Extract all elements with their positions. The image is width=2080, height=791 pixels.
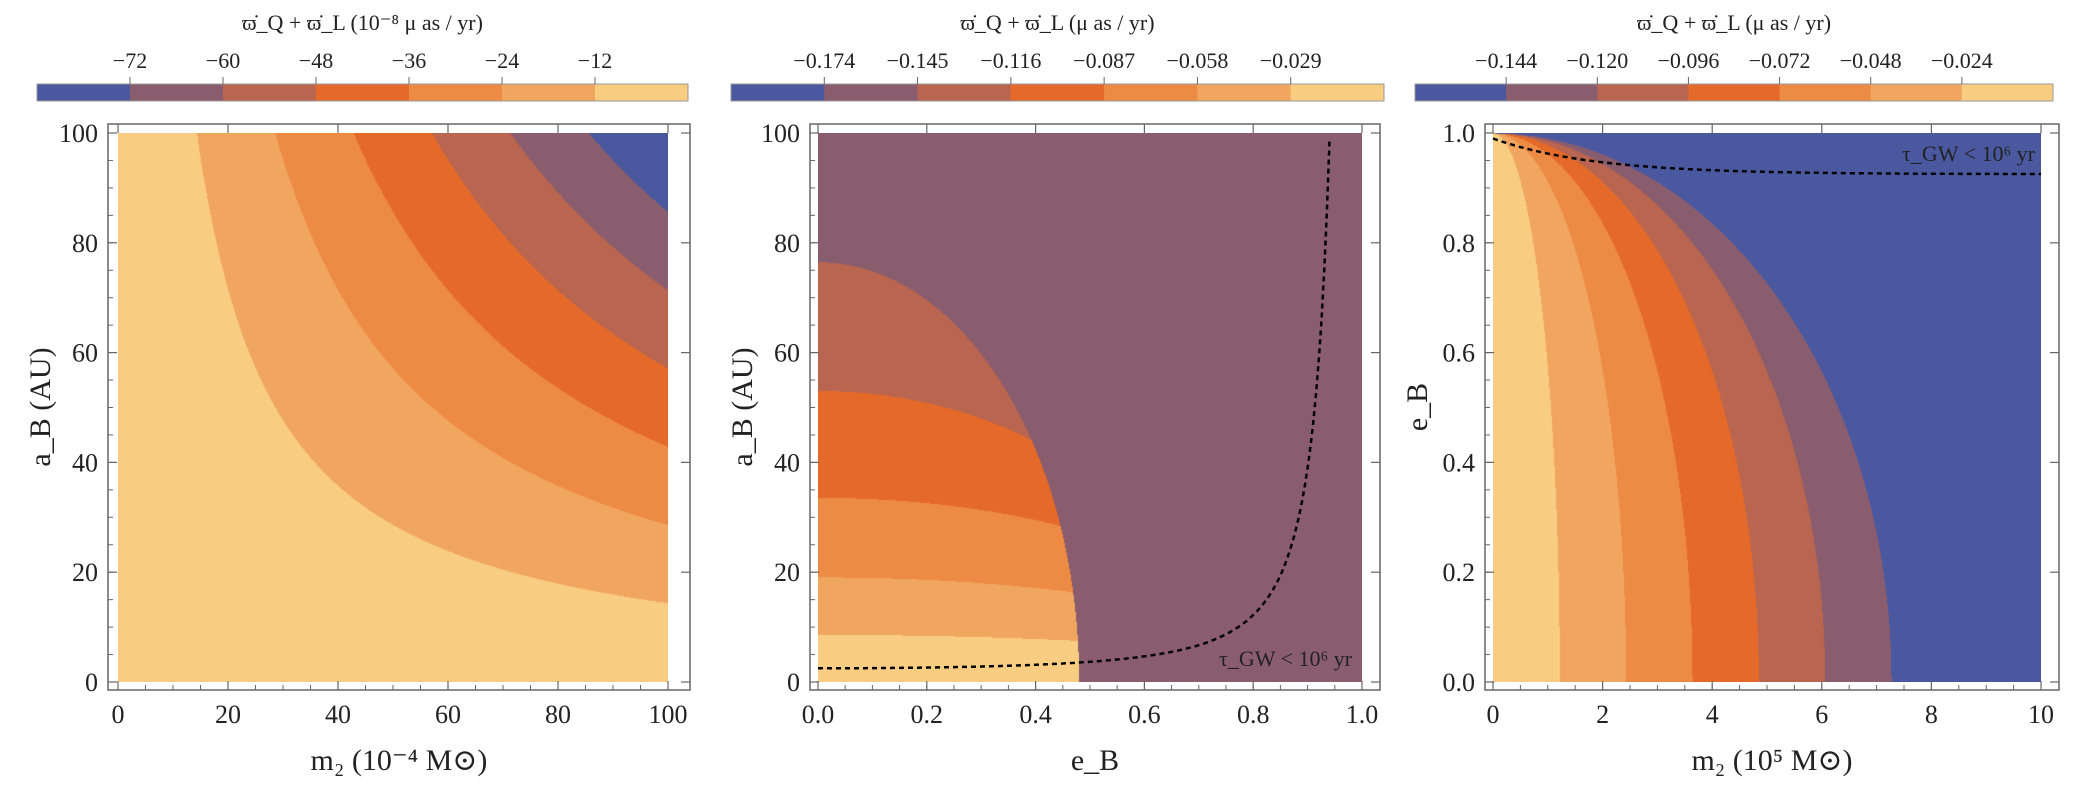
y-tick-label: 80 — [774, 229, 800, 258]
y-tick-label: 100 — [59, 119, 98, 148]
colorbar-swatch — [1961, 84, 2054, 101]
y-tick-label: 0.8 — [1443, 229, 1476, 258]
x-tick-label: 80 — [545, 700, 571, 729]
x-tick-label: 60 — [435, 700, 461, 729]
x-tick-label: 20 — [215, 700, 241, 729]
colorbar-swatch — [595, 84, 689, 101]
colorbar-swatch — [1197, 84, 1292, 101]
panel-3-contour-field — [1493, 133, 2041, 682]
x-axis-title: m₂ (10⁻⁴ M⊙) — [311, 744, 488, 777]
colorbar-swatch — [1290, 84, 1385, 101]
colorbar-swatch — [1104, 84, 1198, 101]
colorbar-swatch — [409, 84, 503, 101]
colorbar-swatch — [1870, 84, 1963, 101]
gw-annotation: τ_GW < 10⁶ yr — [1902, 141, 2036, 166]
x-tick-label: 0.2 — [911, 700, 944, 729]
x-tick-label: 0.4 — [1019, 700, 1052, 729]
x-tick-label: 0.0 — [802, 700, 835, 729]
colorbar-tick-label: −24 — [485, 48, 519, 73]
colorbar-tick-label: −0.072 — [1749, 48, 1811, 73]
colorbar-tick-label: −0.058 — [1166, 48, 1228, 73]
x-tick-label: 6 — [1815, 700, 1828, 729]
y-tick-label: 0 — [85, 668, 98, 697]
colorbar-swatch — [502, 84, 596, 101]
y-tick-label: 60 — [774, 339, 800, 368]
colorbar-swatch — [1010, 84, 1105, 101]
colorbar-swatch — [1779, 84, 1872, 101]
y-axis-title: e_B — [1401, 383, 1434, 431]
panel-3: 0 2 4 6 8 10 0.0 0.2 0.4 0.6 0.8 1.0 m₂ (10⁵ M⊙) e_B −… — [1401, 10, 2060, 777]
colorbar-swatch — [824, 84, 919, 101]
colorbar-tick-label: −0.024 — [1931, 48, 1993, 73]
x-tick-label: 1.0 — [1346, 700, 1379, 729]
y-tick-label: 0.6 — [1443, 339, 1476, 368]
x-tick-label: 40 — [325, 700, 351, 729]
y-tick-label: 0.0 — [1443, 668, 1476, 697]
colorbar-tick-label: −0.116 — [980, 48, 1041, 73]
gw-annotation: τ_GW < 10⁶ yr — [1219, 646, 1353, 671]
colorbar-title: ϖ̇_Q + ϖ̇_L (μ as / yr) — [960, 10, 1154, 35]
x-tick-label: 100 — [649, 700, 688, 729]
x-tick-label: 8 — [1925, 700, 1938, 729]
colorbar-swatch — [1506, 84, 1598, 101]
x-tick-label: 0.6 — [1128, 700, 1161, 729]
colorbar-tick-label: −48 — [299, 48, 333, 73]
colorbar-tick-label: −72 — [113, 48, 147, 73]
colorbar-swatch — [1415, 84, 1507, 101]
panel-2-contour-field — [818, 133, 1362, 682]
gw-timescale-curve — [1492, 137, 2041, 176]
y-tick-label: 60 — [72, 339, 98, 368]
colorbar-tick-label: −36 — [392, 48, 426, 73]
x-tick-label: 0 — [1487, 700, 1500, 729]
colorbar-swatch — [917, 84, 1012, 101]
gw-timescale-curve — [818, 137, 1331, 670]
x-tick-label: 4 — [1706, 700, 1719, 729]
colorbar-tick-label: −0.120 — [1566, 48, 1628, 73]
colorbar-frame — [36, 83, 689, 102]
colorbar-title: ϖ̇_Q + ϖ̇_L (μ as / yr) — [1637, 10, 1831, 35]
colorbar-title: ϖ̇_Q + ϖ̇_L (10⁻⁸ μ as / yr) — [242, 10, 483, 35]
y-tick-label: 0.4 — [1443, 448, 1476, 477]
y-tick-label: 20 — [72, 558, 98, 587]
y-tick-label: 40 — [72, 448, 98, 477]
colorbar-tick-label: −12 — [578, 48, 612, 73]
x-axis-title: m₂ (10⁵ M⊙) — [1691, 744, 1852, 777]
colorbar-frame — [1414, 83, 2054, 102]
colorbar-frame — [730, 83, 1385, 102]
x-tick-label: 2 — [1596, 700, 1609, 729]
colorbar-swatch — [37, 84, 131, 101]
colorbar-swatch — [223, 84, 317, 101]
y-tick-label: 0 — [787, 668, 800, 697]
colorbar-swatch — [316, 84, 410, 101]
colorbar-tick-label: −0.145 — [887, 48, 949, 73]
colorbar-tick-label: −0.048 — [1840, 48, 1902, 73]
colorbar-swatch — [130, 84, 224, 101]
colorbar-swatch — [1597, 84, 1689, 101]
y-tick-label: 0.2 — [1443, 558, 1476, 587]
panel-1-contour-field — [118, 133, 668, 682]
y-axis-title: a_B (AU) — [24, 347, 57, 466]
panel-2: 0.0 0.2 0.4 0.6 0.8 1.0 0 20 40 60 80 100 e_B a_B (AU… — [726, 10, 1385, 777]
colorbar-tick-label: −0.087 — [1073, 48, 1135, 73]
colorbar-tick-label: −0.029 — [1260, 48, 1322, 73]
x-axis-title: e_B — [1071, 744, 1119, 777]
y-axis-title: a_B (AU) — [726, 347, 759, 466]
x-tick-label: 10 — [2028, 700, 2054, 729]
x-tick-label: 0.8 — [1237, 700, 1270, 729]
colorbar-swatch — [1688, 84, 1781, 101]
y-tick-label: 80 — [72, 229, 98, 258]
colorbar-tick-label: −0.144 — [1475, 48, 1537, 73]
colorbar-tick-label: −0.174 — [793, 48, 855, 73]
colorbar-tick-label: −0.096 — [1657, 48, 1719, 73]
y-tick-label: 40 — [774, 448, 800, 477]
x-tick-label: 0 — [112, 700, 125, 729]
y-tick-label: 20 — [774, 558, 800, 587]
y-tick-label: 100 — [761, 119, 800, 148]
colorbar-tick-label: −60 — [206, 48, 240, 73]
colorbar-swatch — [731, 84, 825, 101]
panel-1: 0 20 40 60 80 100 0 20 40 60 80 100 m₂ (10⁻⁴ M⊙) a_B … — [24, 10, 691, 777]
y-tick-label: 1.0 — [1443, 119, 1476, 148]
